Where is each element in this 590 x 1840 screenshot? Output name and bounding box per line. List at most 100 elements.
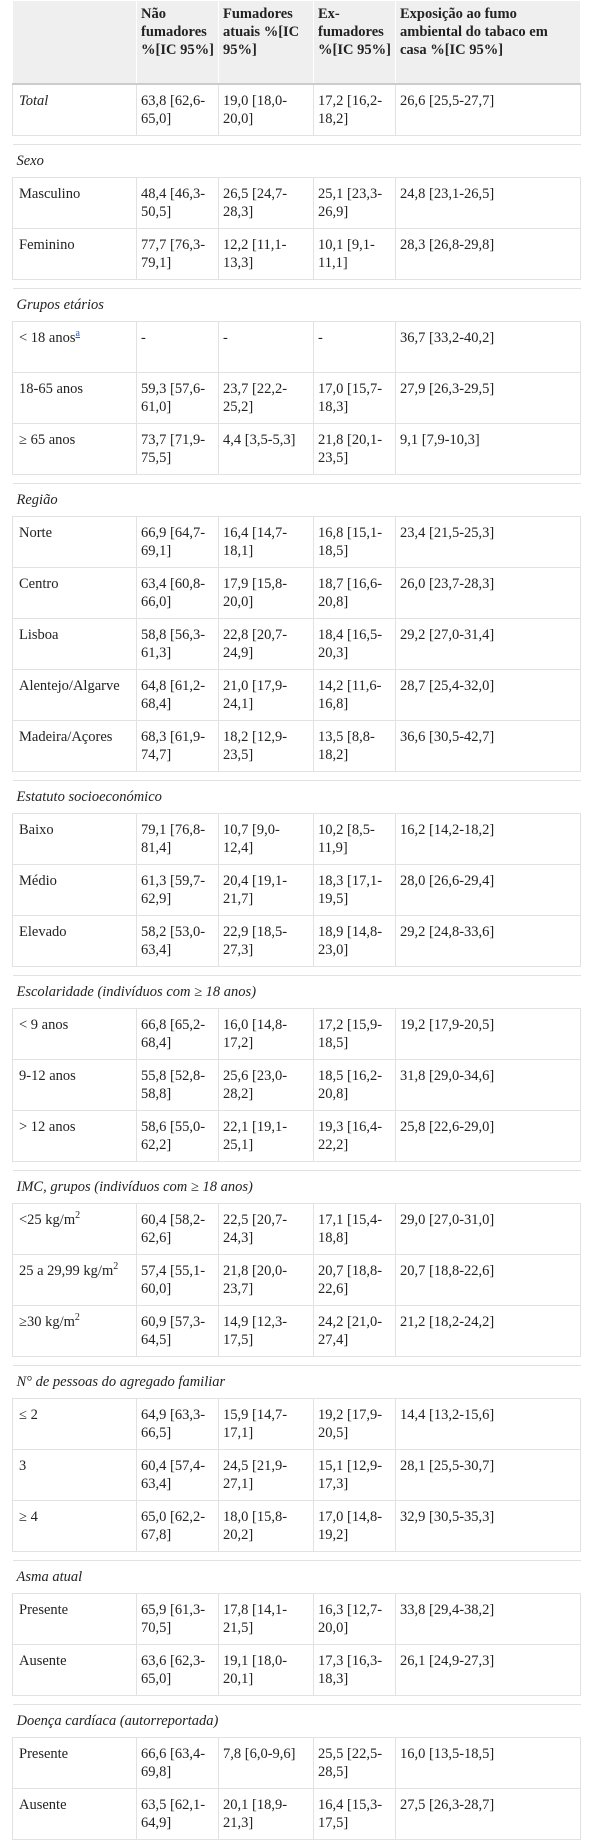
row-label-text: Madeira/Açores [19, 729, 113, 745]
row-label: 25 a 29,99 kg/m2 [12, 1254, 137, 1306]
row-label-text: Baixo [19, 822, 54, 838]
value-cell: 19,2 [17,9-20,5] [313, 1398, 396, 1450]
value-cell: 18,4 [16,5-20,3] [313, 618, 396, 670]
value-cell: 18,5 [16,2-20,8] [313, 1059, 396, 1111]
row-label-text: Masculino [19, 186, 81, 202]
section-title-row: N° de pessoas do agregado familiar [12, 1365, 581, 1399]
value-cell: 48,4 [46,3-50,5] [136, 177, 219, 229]
section-title-row: Asma atual [12, 1560, 581, 1594]
value-cell: 20,7 [18,8-22,6] [313, 1254, 396, 1306]
row-label-text: Alentejo/Algarve [19, 678, 120, 694]
value-cell: 64,9 [63,3-66,5] [136, 1398, 219, 1450]
section-title: Estatuto socioeconómico [12, 780, 581, 814]
value-cell: 65,9 [61,3-70,5] [136, 1593, 219, 1645]
value-cell: 7,8 [6,0-9,6] [218, 1737, 314, 1789]
spacer-row [12, 1695, 581, 1705]
row-label: Norte [12, 516, 137, 568]
row-label: Médio [12, 864, 137, 916]
row-label: Alentejo/Algarve [12, 669, 137, 721]
value-cell: 64,8 [61,2-68,4] [136, 669, 219, 721]
section-title-row: Sexo [12, 144, 581, 178]
value-cell: 17,0 [15,7-18,3] [313, 372, 396, 424]
data-row: Presente 66,6 [63,4-69,8] 7,8 [6,0-9,6] 25,… [12, 1737, 581, 1789]
data-row: ≥ 4 65,0 [62,2-67,8] 18,0 [15,8-20,2] 17,0 … [12, 1500, 581, 1552]
row-label-text: > 12 anos [19, 1119, 76, 1135]
row-label: Lisboa [12, 618, 137, 670]
value-cell: 66,9 [64,7-69,1] [136, 516, 219, 568]
value-cell: 21,0 [17,9-24,1] [218, 669, 314, 721]
value-cell: 17,3 [16,3-18,3] [313, 1644, 396, 1696]
data-row: Presente 65,9 [61,3-70,5] 17,8 [14,1-21,5]… [12, 1593, 581, 1645]
header-cell [12, 0, 137, 85]
value-cell: 55,8 [52,8-58,8] [136, 1059, 219, 1111]
data-row: Total 63,8 [62,6-65,0] 19,0 [18,0-20,0] 17,… [12, 83, 581, 136]
value-cell: 26,0 [23,7-28,3] [395, 567, 581, 619]
value-cell: 15,1 [12,9-17,3] [313, 1449, 396, 1501]
table-page: Não fumadores %[IC 95%] Fumadores atuais … [12, 0, 581, 1840]
section-title: Região [12, 483, 581, 517]
section-title: IMC, grupos (indivíduos com ≥ 18 anos) [12, 1170, 581, 1204]
spacer-cell [12, 279, 581, 289]
value-cell: 16,2 [14,2-18,2] [395, 813, 581, 865]
data-row: Médio 61,3 [59,7-62,9] 20,4 [19,1-21,7] 18,… [12, 864, 581, 916]
row-label: 3 [12, 1449, 137, 1501]
row-label-text: Feminino [19, 237, 75, 253]
section-title: Grupos etários [12, 288, 581, 322]
data-row: Alentejo/Algarve 64,8 [61,2-68,4] 21,0 [17… [12, 669, 581, 721]
value-cell: 18,3 [17,1-19,5] [313, 864, 396, 916]
value-cell: 24,2 [21,0-27,4] [313, 1305, 396, 1357]
value-cell: 36,7 [33,2-40,2] [395, 321, 581, 373]
value-cell: 26,1 [24,9-27,3] [395, 1644, 581, 1696]
superscript: 2 [74, 1312, 80, 1324]
data-row: ≤ 2 64,9 [63,3-66,5] 15,9 [14,7-17,1] 19,2 … [12, 1398, 581, 1450]
row-label: Presente [12, 1737, 137, 1789]
row-label-text: 25 a 29,99 kg/m [19, 1263, 114, 1279]
data-row: 25 a 29,99 kg/m2 57,4 [55,1-60,0] 21,8 [20… [12, 1254, 581, 1306]
value-cell: 19,3 [16,4-22,2] [313, 1110, 396, 1162]
row-label-text: ≥30 kg/m [19, 1314, 75, 1330]
value-cell: 22,9 [18,5-27,3] [218, 915, 314, 967]
header-cell: Ex-fumadores %[IC 95%] [313, 0, 396, 85]
superscript: 2 [113, 1261, 119, 1273]
value-cell: - [136, 321, 219, 373]
value-cell: 57,4 [55,1-60,0] [136, 1254, 219, 1306]
row-label-text: <25 kg/m [19, 1212, 76, 1228]
spacer-cell [12, 474, 581, 484]
value-cell: 27,5 [26,3-28,7] [395, 1788, 581, 1840]
value-cell: 28,3 [26,8-29,8] [395, 228, 581, 280]
section-title: Asma atual [12, 1560, 581, 1594]
spacer-row [12, 966, 581, 976]
section-title: Escolaridade (indivíduos com ≥ 18 anos) [12, 975, 581, 1009]
section-title-row: Estatuto socioeconómico [12, 780, 581, 814]
value-cell: 21,8 [20,0-23,7] [218, 1254, 314, 1306]
value-cell: 22,1 [19,1-25,1] [218, 1110, 314, 1162]
value-cell: 17,9 [15,8-20,0] [218, 567, 314, 619]
row-label: Madeira/Açores [12, 720, 137, 772]
value-cell: 66,6 [63,4-69,8] [136, 1737, 219, 1789]
spacer-row [12, 1551, 581, 1561]
value-cell: 58,8 [56,3-61,3] [136, 618, 219, 670]
row-label: 18-65 anos [12, 372, 137, 424]
section-title-row: Grupos etários [12, 288, 581, 322]
row-label-text: ≤ 2 [19, 1407, 38, 1423]
value-cell: 18,0 [15,8-20,2] [218, 1500, 314, 1552]
value-cell: 18,2 [12,9-23,5] [218, 720, 314, 772]
value-cell: 24,8 [23,1-26,5] [395, 177, 581, 229]
header-cell: Não fumadores %[IC 95%] [136, 0, 219, 85]
value-cell: 58,6 [55,0-62,2] [136, 1110, 219, 1162]
row-label-text: ≥ 4 [19, 1509, 38, 1525]
spacer-row [12, 474, 581, 484]
row-label-text: 18-65 anos [19, 381, 84, 397]
row-label: Centro [12, 567, 137, 619]
spacer-cell [12, 1356, 581, 1366]
row-label: ≥ 4 [12, 1500, 137, 1552]
spacer-cell [12, 966, 581, 976]
data-row: < 9 anos 66,8 [65,2-68,4] 16,0 [14,8-17,2]… [12, 1008, 581, 1060]
value-cell: 15,9 [14,7-17,1] [218, 1398, 314, 1450]
value-cell: 36,6 [30,5-42,7] [395, 720, 581, 772]
value-cell: 32,9 [30,5-35,3] [395, 1500, 581, 1552]
header-cell: Fumadores atuais %[IC 95%] [218, 0, 314, 85]
footnote-link[interactable]: a [75, 328, 80, 340]
value-cell: 23,7 [22,2-25,2] [218, 372, 314, 424]
section-title-row: IMC, grupos (indivíduos com ≥ 18 anos) [12, 1170, 581, 1204]
